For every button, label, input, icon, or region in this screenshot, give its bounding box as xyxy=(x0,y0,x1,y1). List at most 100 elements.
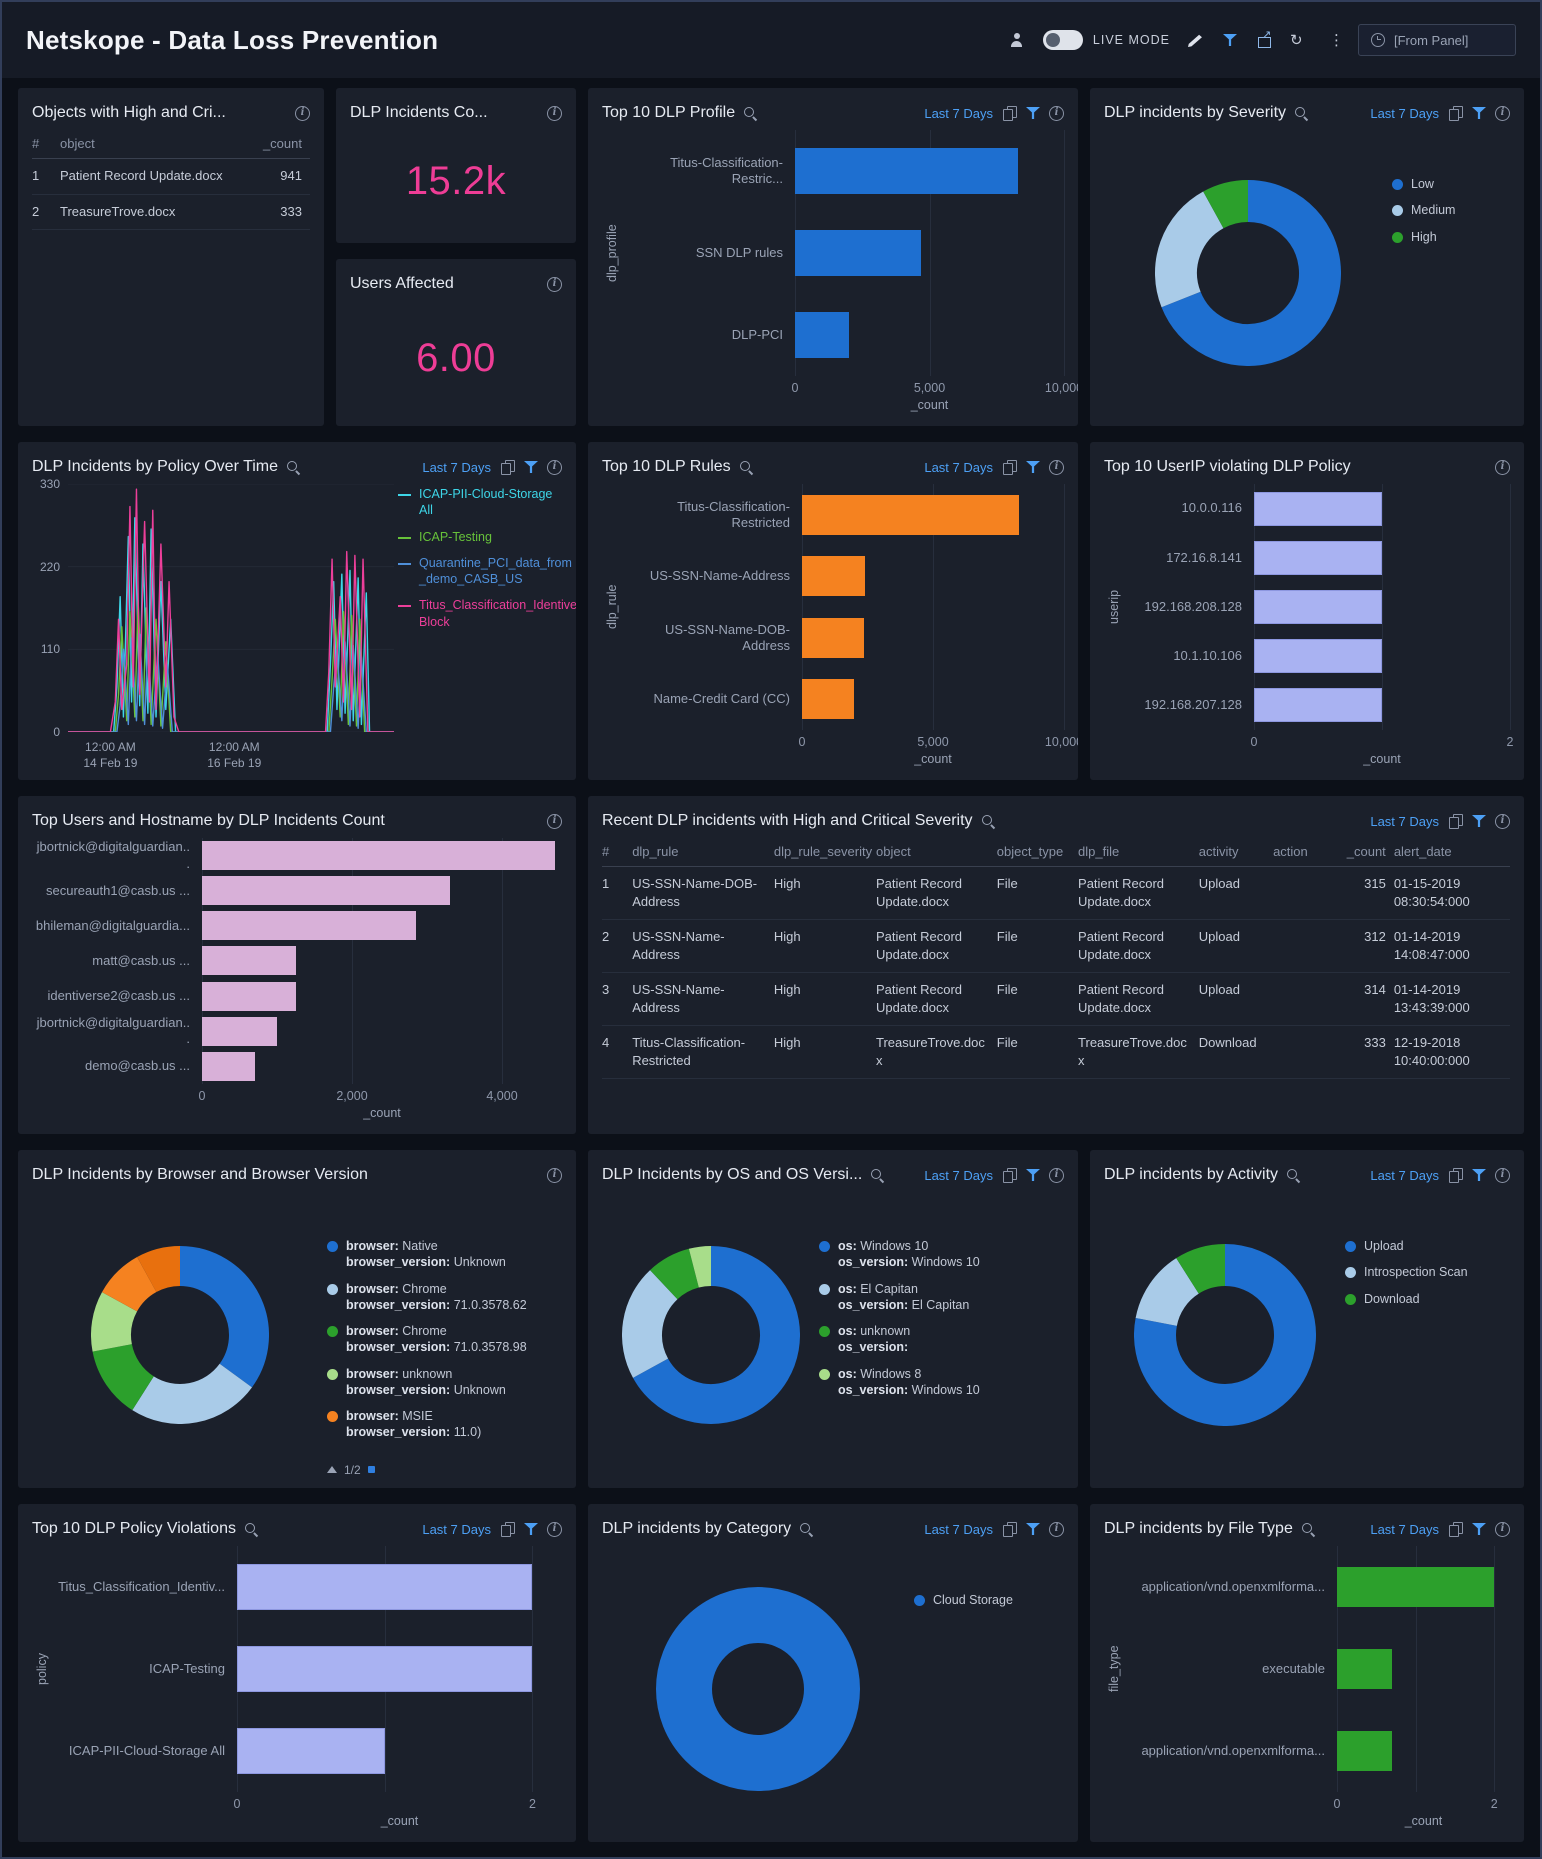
info-icon[interactable] xyxy=(547,276,562,292)
info-icon[interactable] xyxy=(547,813,562,829)
column-header[interactable]: alert_date xyxy=(1393,838,1510,867)
legend-item[interactable]: Quarantine_PCI_data_from _demo_CASB_US xyxy=(398,555,572,588)
legend-item[interactable]: os: El Capitan os_version: El Capitan xyxy=(819,1281,1064,1314)
copy-icon[interactable] xyxy=(499,459,515,475)
donut-slice[interactable] xyxy=(178,1246,269,1388)
edit-icon[interactable] xyxy=(1188,32,1204,48)
more-menu-icon[interactable] xyxy=(1324,31,1344,49)
column-header[interactable]: dlp_rule xyxy=(632,838,774,867)
info-icon[interactable] xyxy=(1495,459,1510,475)
legend-item[interactable]: Upload xyxy=(1345,1238,1510,1254)
legend-item[interactable]: browser: MSIE browser_version: 11.0) xyxy=(327,1408,562,1441)
panel-filter-icon[interactable] xyxy=(1471,105,1487,121)
bar[interactable] xyxy=(1254,540,1382,575)
bar[interactable] xyxy=(1254,639,1382,674)
donut-slice[interactable] xyxy=(1133,1244,1316,1426)
column-header[interactable]: dlp_rule_severity xyxy=(773,838,877,867)
legend-item[interactable]: ICAP-Testing xyxy=(398,529,562,545)
table-row[interactable]: 1 Patient Record Update.docx 941 xyxy=(32,158,310,195)
bar[interactable] xyxy=(202,946,296,976)
legend-item[interactable]: ICAP-PII-Cloud-Storage All xyxy=(398,486,562,519)
donut-slice[interactable] xyxy=(101,1257,157,1313)
panel-filter-icon[interactable] xyxy=(1025,1521,1041,1537)
column-header[interactable]: # xyxy=(602,838,633,867)
time-range-label[interactable]: Last 7 Days xyxy=(924,459,993,475)
legend-item[interactable]: Download xyxy=(1345,1291,1510,1307)
donut-slice[interactable] xyxy=(656,1587,860,1791)
panel-filter-icon[interactable] xyxy=(523,459,539,475)
column-header[interactable]: object xyxy=(876,838,997,867)
panel-filter-icon[interactable] xyxy=(1025,459,1041,475)
info-icon[interactable] xyxy=(547,1521,562,1537)
legend-item[interactable]: os: Windows 10 os_version: Windows 10 xyxy=(819,1238,1064,1271)
legend-item[interactable]: browser: Chrome browser_version: 71.0.357… xyxy=(327,1323,562,1356)
line-series[interactable] xyxy=(68,518,394,732)
donut-slice[interactable] xyxy=(1155,191,1225,308)
column-header[interactable]: _count xyxy=(1328,838,1394,867)
zoom-icon[interactable] xyxy=(1286,1168,1301,1183)
legend-item[interactable]: Medium xyxy=(1392,202,1510,218)
donut-slice[interactable] xyxy=(92,1343,154,1411)
bar[interactable] xyxy=(1254,491,1382,526)
bar[interactable] xyxy=(1337,1731,1393,1771)
time-range-dropdown[interactable]: [From Panel] xyxy=(1358,24,1516,56)
bar[interactable] xyxy=(795,148,1019,194)
copy-icon[interactable] xyxy=(1447,1521,1463,1537)
bar[interactable] xyxy=(202,981,296,1011)
bar[interactable] xyxy=(1337,1567,1495,1607)
copy-icon[interactable] xyxy=(1001,459,1017,475)
info-icon[interactable] xyxy=(547,105,562,121)
page-up-icon[interactable] xyxy=(327,1466,337,1473)
zoom-icon[interactable] xyxy=(286,460,301,475)
time-range-label[interactable]: Last 7 Days xyxy=(1370,105,1439,121)
table-row[interactable]: 4 Titus-Classification-Restricted High Trea… xyxy=(602,1025,1510,1080)
zoom-icon[interactable] xyxy=(743,106,758,121)
copy-icon[interactable] xyxy=(499,1521,515,1537)
zoom-icon[interactable] xyxy=(739,460,754,475)
info-icon[interactable] xyxy=(1495,813,1510,829)
info-icon[interactable] xyxy=(1049,459,1064,475)
legend-item[interactable]: Introspection Scan xyxy=(1345,1264,1510,1280)
zoom-icon[interactable] xyxy=(799,1522,814,1537)
column-header[interactable]: object_type xyxy=(996,838,1079,867)
panel-filter-icon[interactable] xyxy=(523,1521,539,1537)
donut-slice[interactable] xyxy=(131,1363,252,1424)
line-series[interactable] xyxy=(68,489,394,732)
bar[interactable] xyxy=(1337,1649,1393,1689)
bar[interactable] xyxy=(802,617,864,658)
zoom-icon[interactable] xyxy=(244,1522,259,1537)
copy-icon[interactable] xyxy=(1001,105,1017,121)
bar[interactable] xyxy=(802,679,855,720)
donut-slice[interactable] xyxy=(688,1246,712,1288)
panel-filter-icon[interactable] xyxy=(1025,1167,1041,1183)
info-icon[interactable] xyxy=(1049,1521,1064,1537)
bar[interactable] xyxy=(237,1646,533,1692)
column-header[interactable]: activity xyxy=(1198,838,1274,867)
zoom-icon[interactable] xyxy=(981,814,996,829)
legend-item[interactable]: os: Windows 8 os_version: Windows 10 xyxy=(819,1366,1064,1399)
time-range-label[interactable]: Last 7 Days xyxy=(422,459,491,475)
donut-slice[interactable] xyxy=(1203,180,1249,229)
bar[interactable] xyxy=(237,1728,385,1774)
bar[interactable] xyxy=(795,312,849,358)
bar[interactable] xyxy=(202,841,555,871)
donut-slice[interactable] xyxy=(1135,1258,1199,1327)
bar[interactable] xyxy=(802,556,865,597)
user-icon[interactable] xyxy=(1009,32,1025,48)
legend-pager[interactable]: 1/2 xyxy=(327,1463,562,1477)
donut-slice[interactable] xyxy=(632,1246,800,1424)
legend-item[interactable]: Titus_Classification_Identiverse-Block xyxy=(398,597,576,630)
time-range-label[interactable]: Last 7 Days xyxy=(1370,1521,1439,1537)
table-row[interactable]: 2 US-SSN-Name-Address High Patient Record U… xyxy=(602,919,1510,974)
bar[interactable] xyxy=(1254,590,1382,624)
panel-filter-icon[interactable] xyxy=(1471,813,1487,829)
time-range-label[interactable]: Last 7 Days xyxy=(1370,813,1439,829)
donut-slice[interactable] xyxy=(1175,1244,1226,1295)
panel-filter-icon[interactable] xyxy=(1471,1167,1487,1183)
table-row[interactable]: 1 US-SSN-Name-DOB-Address High Patient Reco… xyxy=(602,866,1510,921)
info-icon[interactable] xyxy=(547,459,562,475)
time-range-label[interactable]: Last 7 Days xyxy=(924,1521,993,1537)
bar[interactable] xyxy=(202,1016,277,1046)
donut-slice[interactable] xyxy=(649,1248,700,1300)
copy-icon[interactable] xyxy=(1447,1167,1463,1183)
